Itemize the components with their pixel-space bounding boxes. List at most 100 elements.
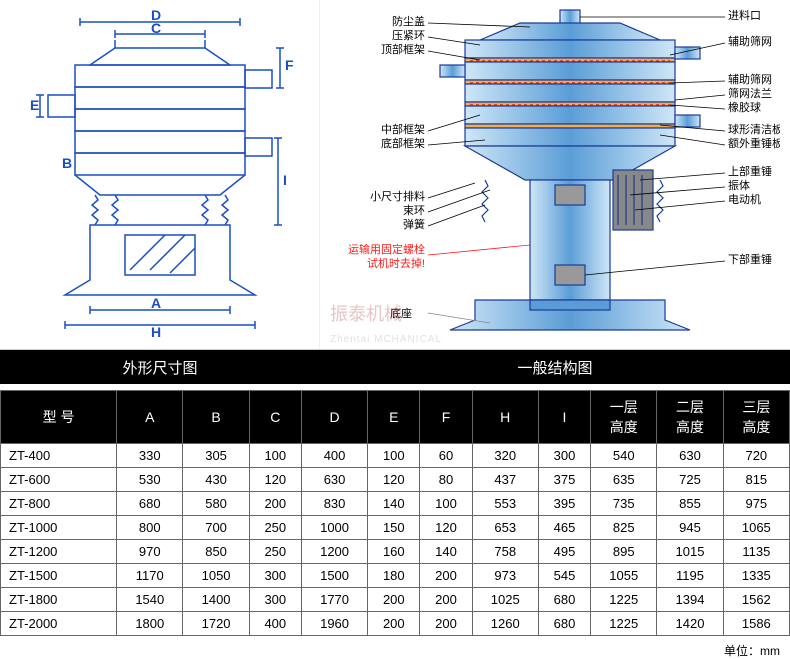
- table-cell: 945: [657, 516, 723, 540]
- table-cell: 800: [117, 516, 183, 540]
- table-cell: 180: [368, 564, 420, 588]
- table-cell: 1225: [591, 588, 657, 612]
- table-cell: ZT-600: [1, 468, 117, 492]
- spec-table: 型 号ABCDEFHI一层高度二层高度三层高度 ZT-4003303051004…: [0, 390, 790, 636]
- dim-I: I: [283, 172, 287, 188]
- schematic-label: 小尺寸排料: [370, 189, 425, 203]
- table-cell: 140: [420, 540, 472, 564]
- table-cell: 375: [538, 468, 590, 492]
- schematic-label: 压紧环: [392, 29, 425, 42]
- table-cell: ZT-1200: [1, 540, 117, 564]
- schematic-label: 上部重锤: [728, 164, 772, 178]
- schematic-label-warning: 试机时去掉!: [367, 256, 425, 270]
- schematic-label: 电动机: [728, 192, 761, 206]
- table-cell: 1260: [472, 612, 538, 636]
- table-cell: 1500: [301, 564, 367, 588]
- table-cell: 495: [538, 540, 590, 564]
- schematic-svg: 防尘盖压紧环顶部框架中部框架底部框架小尺寸排料束环弹簧 运输用固定螺栓试机时去掉…: [330, 5, 780, 345]
- table-cell: 120: [420, 516, 472, 540]
- blueprint-svg: D C E F I A H B: [20, 10, 300, 340]
- table-cell: 1420: [657, 612, 723, 636]
- table-row: ZT-60053043012063012080437375635725815: [1, 468, 790, 492]
- section-label-row: 外形尺寸图 一般结构图: [0, 350, 790, 384]
- table-cell: 540: [591, 444, 657, 468]
- table-cell: 895: [591, 540, 657, 564]
- schematic-label: 下部重锤: [728, 252, 772, 266]
- table-cell: 1400: [183, 588, 249, 612]
- table-cell: 825: [591, 516, 657, 540]
- table-cell: 200: [249, 492, 301, 516]
- schematic-label: 额外重锤板: [728, 136, 780, 150]
- table-header-cell: F: [420, 391, 472, 444]
- table-cell: 580: [183, 492, 249, 516]
- table-cell: 700: [183, 516, 249, 540]
- dim-F: F: [285, 57, 294, 73]
- schematic-label: 筛网法兰: [728, 86, 772, 100]
- table-cell: 140: [368, 492, 420, 516]
- table-row: ZT-40033030510040010060320300540630720: [1, 444, 790, 468]
- table-cell: ZT-1500: [1, 564, 117, 588]
- table-cell: 400: [301, 444, 367, 468]
- table-cell: 1770: [301, 588, 367, 612]
- table-cell: 160: [368, 540, 420, 564]
- schematic-label-warning: 运输用固定螺栓: [348, 242, 425, 256]
- schematic-label: 束环: [403, 204, 425, 217]
- table-cell: 1586: [723, 612, 789, 636]
- table-header-cell: H: [472, 391, 538, 444]
- watermark: 振泰机械 Zhentai MCHANICAL: [330, 300, 442, 347]
- table-cell: 305: [183, 444, 249, 468]
- table-cell: 430: [183, 468, 249, 492]
- table-cell: 1394: [657, 588, 723, 612]
- table-row: ZT-1500117010503001500180200973545105511…: [1, 564, 790, 588]
- schematic-label: 中部框架: [381, 122, 425, 136]
- table-header-cell: 一层高度: [591, 391, 657, 444]
- table-cell: 1055: [591, 564, 657, 588]
- schematic-label: 辅助筛网: [728, 72, 772, 86]
- table-cell: 553: [472, 492, 538, 516]
- table-cell: 330: [117, 444, 183, 468]
- table-cell: 1540: [117, 588, 183, 612]
- table-cell: 465: [538, 516, 590, 540]
- table-cell: 630: [301, 468, 367, 492]
- dimension-diagram: D C E F I A H B: [0, 0, 320, 349]
- dim-A: A: [151, 295, 161, 311]
- table-row: ZT-1200970850250120016014075849589510151…: [1, 540, 790, 564]
- table-cell: 1335: [723, 564, 789, 588]
- table-cell: ZT-1800: [1, 588, 117, 612]
- table-cell: 680: [117, 492, 183, 516]
- table-cell: 725: [657, 468, 723, 492]
- table-cell: 300: [249, 588, 301, 612]
- table-cell: 653: [472, 516, 538, 540]
- table-cell: 1195: [657, 564, 723, 588]
- table-cell: 1800: [117, 612, 183, 636]
- table-cell: 100: [368, 444, 420, 468]
- table-cell: 395: [538, 492, 590, 516]
- table-body: ZT-40033030510040010060320300540630720ZT…: [1, 444, 790, 636]
- table-header-cell: A: [117, 391, 183, 444]
- table-cell: 250: [249, 516, 301, 540]
- schematic-svg-wrap: 防尘盖压紧环顶部框架中部框架底部框架小尺寸排料束环弹簧 运输用固定螺栓试机时去掉…: [330, 5, 780, 345]
- table-header-cell: I: [538, 391, 590, 444]
- dim-E: E: [30, 97, 39, 113]
- table-cell: 635: [591, 468, 657, 492]
- table-cell: 850: [183, 540, 249, 564]
- table-cell: 530: [117, 468, 183, 492]
- table-cell: 400: [249, 612, 301, 636]
- table-header-cell: 三层高度: [723, 391, 789, 444]
- table-row: ZT-800680580200830140100553395735855975: [1, 492, 790, 516]
- table-cell: 1200: [301, 540, 367, 564]
- unit-label: 单位：mm: [0, 636, 790, 659]
- watermark-brand: 振泰机械: [330, 304, 402, 324]
- schematic-label: 底部框架: [381, 136, 425, 150]
- schematic-label: 弹簧: [403, 217, 425, 231]
- table-header-cell: B: [183, 391, 249, 444]
- table-cell: 1720: [183, 612, 249, 636]
- table-cell: 200: [368, 612, 420, 636]
- dim-C: C: [151, 20, 161, 36]
- table-cell: ZT-1000: [1, 516, 117, 540]
- table-cell: 545: [538, 564, 590, 588]
- table-cell: 680: [538, 588, 590, 612]
- diagram-area: D C E F I A H B: [0, 0, 790, 350]
- table-cell: 680: [538, 612, 590, 636]
- schematic-label: 球形清洁板: [728, 122, 780, 136]
